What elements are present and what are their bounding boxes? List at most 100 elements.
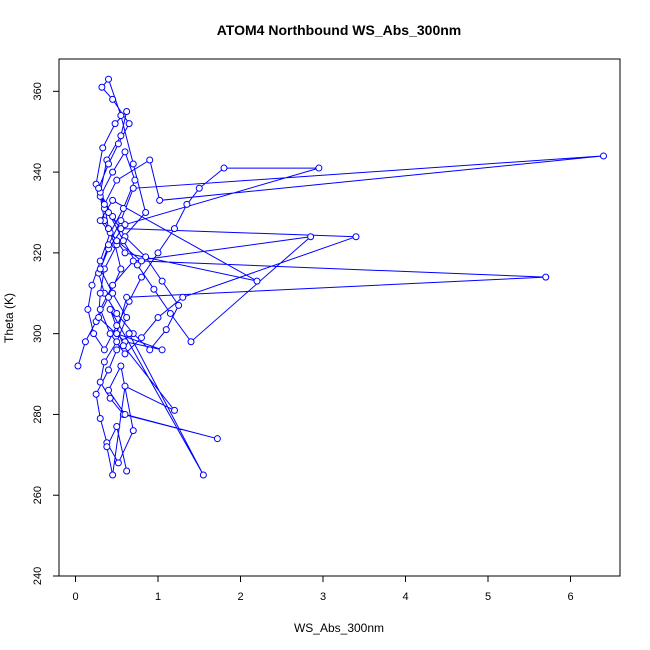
x-axis-label: WS_Abs_300nm xyxy=(294,621,384,635)
data-point xyxy=(142,208,150,216)
data-point xyxy=(105,293,112,301)
data-point xyxy=(129,427,137,435)
data-point xyxy=(158,277,166,285)
data-point xyxy=(114,459,122,467)
data-point xyxy=(109,196,117,204)
data-point xyxy=(129,257,137,265)
plot-frame xyxy=(58,58,621,577)
x-tick-label: 5 xyxy=(485,591,491,603)
y-axis-label: Theta (K) xyxy=(2,293,16,343)
data-point xyxy=(179,293,187,301)
data-point xyxy=(146,346,154,354)
data-point xyxy=(123,108,131,116)
data-point xyxy=(166,309,174,317)
data-point xyxy=(121,249,129,257)
data-point xyxy=(96,378,104,386)
data-point xyxy=(146,156,154,164)
data-point xyxy=(253,277,261,285)
data-point xyxy=(113,237,121,245)
data-point xyxy=(109,168,117,176)
data-point xyxy=(90,330,98,338)
data-point xyxy=(119,204,127,212)
data-point xyxy=(100,346,108,354)
data-point xyxy=(105,225,112,233)
data-point xyxy=(315,164,323,172)
data-point xyxy=(156,196,164,204)
data-point xyxy=(106,305,114,313)
data-point xyxy=(117,112,125,120)
data-point xyxy=(113,322,121,330)
y-tick-label: 300 xyxy=(32,324,44,342)
x-tick-label: 1 xyxy=(155,591,161,603)
data-point xyxy=(81,338,89,346)
x-tick-label: 6 xyxy=(567,591,573,603)
y-tick-label: 340 xyxy=(32,163,44,181)
y-tick-label: 280 xyxy=(32,405,44,423)
data-point xyxy=(109,289,117,297)
data-point xyxy=(109,281,117,289)
data-point xyxy=(96,305,104,313)
data-point xyxy=(92,390,100,398)
data-point xyxy=(109,471,117,479)
data-point xyxy=(171,225,178,233)
data-point xyxy=(117,132,125,140)
data-point xyxy=(113,346,121,354)
data-point xyxy=(113,330,121,338)
data-point xyxy=(154,249,162,257)
data-point xyxy=(183,200,191,208)
data-point xyxy=(129,160,137,168)
data-point xyxy=(121,410,129,418)
data-point xyxy=(100,358,108,366)
data-point xyxy=(119,342,127,350)
data-point xyxy=(96,289,104,297)
y-tick-label: 260 xyxy=(32,486,44,504)
data-point xyxy=(106,394,114,402)
data-point xyxy=(133,261,141,269)
y-tick-label: 240 xyxy=(32,567,44,585)
data-point xyxy=(138,257,145,265)
data-point xyxy=(142,253,150,261)
chart-title: ATOM4 Northbound WS_Abs_300nm xyxy=(217,22,462,38)
data-point xyxy=(117,265,125,273)
data-point xyxy=(106,330,114,338)
data-point xyxy=(542,273,550,281)
data-point xyxy=(74,362,82,370)
data-point xyxy=(113,423,121,431)
data-point xyxy=(220,164,228,172)
x-tick-label: 2 xyxy=(237,591,243,603)
y-tick-label: 320 xyxy=(32,244,44,262)
x-tick-label: 4 xyxy=(402,591,408,603)
data-point xyxy=(175,301,183,309)
data-point xyxy=(213,435,221,443)
data-point xyxy=(95,184,103,192)
series-line xyxy=(77,78,604,476)
data-point xyxy=(98,83,106,91)
data-point xyxy=(84,305,92,313)
data-point xyxy=(100,200,108,208)
data-point xyxy=(600,152,607,160)
data-point xyxy=(113,338,121,346)
data-point xyxy=(187,338,195,346)
data-point xyxy=(96,217,104,225)
data-point xyxy=(125,120,133,128)
data-point xyxy=(105,366,112,374)
data-point xyxy=(129,184,137,192)
data-point xyxy=(125,330,133,338)
data-point xyxy=(121,382,129,390)
data-point xyxy=(131,176,139,184)
data-point xyxy=(154,314,162,321)
data-point xyxy=(352,233,360,241)
data-point xyxy=(88,281,96,289)
data-point xyxy=(119,237,127,245)
series-layer xyxy=(74,75,607,479)
data-point xyxy=(158,346,166,354)
data-point xyxy=(113,309,121,317)
data-point xyxy=(121,148,129,156)
x-tick-label: 0 xyxy=(72,591,78,603)
data-point xyxy=(171,406,178,414)
y-axis: 240 260 280 300 320 340 360 xyxy=(32,82,60,585)
x-axis: 0 1 2 3 4 5 6 xyxy=(72,575,574,603)
data-point xyxy=(195,184,203,192)
data-point xyxy=(96,265,104,273)
